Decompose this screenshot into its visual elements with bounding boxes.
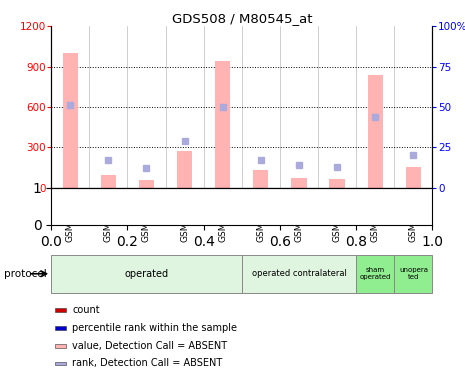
Text: operated contralateral: operated contralateral xyxy=(252,269,346,278)
Bar xyxy=(356,255,394,292)
Text: count: count xyxy=(72,305,100,315)
Bar xyxy=(242,255,356,292)
Bar xyxy=(51,255,242,292)
Bar xyxy=(253,170,268,188)
Text: unopera
ted: unopera ted xyxy=(399,267,428,280)
Bar xyxy=(394,255,432,292)
Text: value, Detection Call = ABSENT: value, Detection Call = ABSENT xyxy=(72,340,227,351)
Bar xyxy=(139,180,154,188)
Text: protocol: protocol xyxy=(4,269,46,279)
Text: sham
operated: sham operated xyxy=(359,267,391,280)
Bar xyxy=(368,75,383,188)
Bar xyxy=(177,151,192,188)
Bar xyxy=(406,167,421,188)
Bar xyxy=(55,308,66,312)
Text: operated: operated xyxy=(125,269,168,279)
Bar xyxy=(55,344,66,348)
Bar xyxy=(63,53,78,188)
Text: percentile rank within the sample: percentile rank within the sample xyxy=(72,323,237,333)
Title: GDS508 / M80545_at: GDS508 / M80545_at xyxy=(172,12,312,25)
Bar xyxy=(292,178,306,188)
Bar xyxy=(55,326,66,330)
Bar xyxy=(215,61,230,188)
Bar xyxy=(330,180,345,188)
Bar xyxy=(101,176,116,188)
Text: rank, Detection Call = ABSENT: rank, Detection Call = ABSENT xyxy=(72,358,222,368)
Bar xyxy=(55,362,66,365)
